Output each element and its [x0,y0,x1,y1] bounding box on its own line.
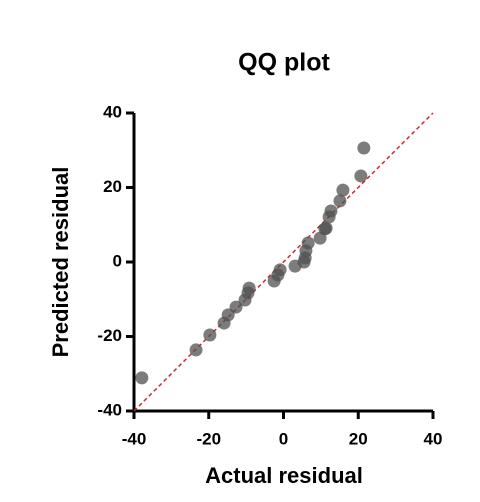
x-tick-label: -40 [122,429,147,448]
y-tick-label: 40 [103,102,122,121]
x-tick-label: 40 [424,429,443,448]
x-tick-label: 0 [279,429,288,448]
y-axis-label: Predicted residual [48,167,73,358]
y-tick-label: -20 [97,326,122,345]
point [357,141,371,155]
point [336,183,350,197]
point [273,263,287,277]
y-tick-label: 20 [103,177,122,196]
point [135,371,149,385]
identity-line [133,112,434,412]
point [333,194,347,208]
x-tick-label: 20 [349,429,368,448]
point [242,281,256,295]
point [189,343,203,357]
point [301,236,315,250]
point [354,169,368,183]
y-tick-label: -40 [97,400,122,419]
point [203,328,217,342]
chart-title: QQ plot [238,49,330,77]
x-axis-label: Actual residual [205,463,363,488]
point [319,221,333,235]
point [324,204,338,218]
point [229,300,243,314]
x-tick-label: -20 [196,429,221,448]
y-tick-label: 0 [113,251,122,270]
